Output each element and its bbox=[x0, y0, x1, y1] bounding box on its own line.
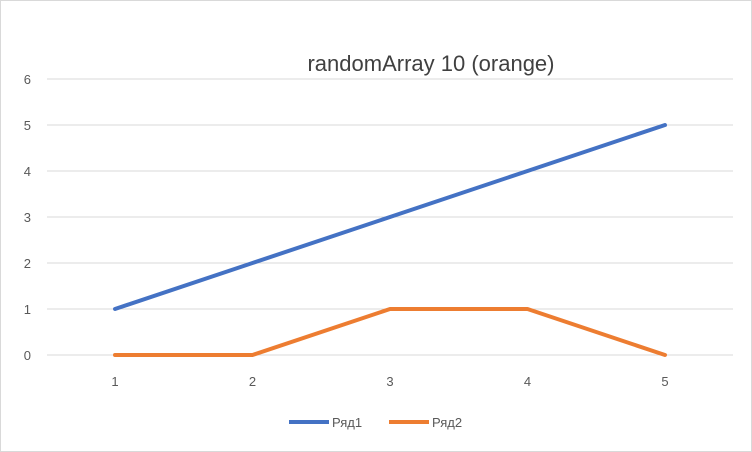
x-tick-label: 2 bbox=[249, 374, 256, 389]
legend-label-2: Ряд2 bbox=[432, 415, 462, 430]
legend: Ряд1 Ряд2 bbox=[289, 415, 462, 430]
y-tick-label: 1 bbox=[24, 302, 31, 317]
y-tick-label: 6 bbox=[24, 72, 31, 87]
x-tick-label: 4 bbox=[524, 374, 531, 389]
y-tick-label: 2 bbox=[24, 256, 31, 271]
y-tick-label: 0 bbox=[24, 348, 31, 363]
chart-title: randomArray 10 (orange) bbox=[307, 51, 554, 76]
legend-label-1: Ряд1 bbox=[332, 415, 362, 430]
y-tick-label: 3 bbox=[24, 210, 31, 225]
x-tick-label: 5 bbox=[661, 374, 668, 389]
y-tick-label: 5 bbox=[24, 118, 31, 133]
series-line-1 bbox=[113, 123, 667, 311]
grid-lines bbox=[47, 78, 733, 356]
x-tick-label: 3 bbox=[386, 374, 393, 389]
series-lines bbox=[113, 123, 667, 357]
y-tick-label: 4 bbox=[24, 164, 31, 179]
y-axis-ticks: 0 1 2 3 4 5 6 bbox=[24, 72, 31, 363]
x-tick-label: 1 bbox=[111, 374, 118, 389]
series-line-2 bbox=[113, 307, 667, 357]
x-axis-ticks: 1 2 3 4 5 bbox=[111, 374, 668, 389]
